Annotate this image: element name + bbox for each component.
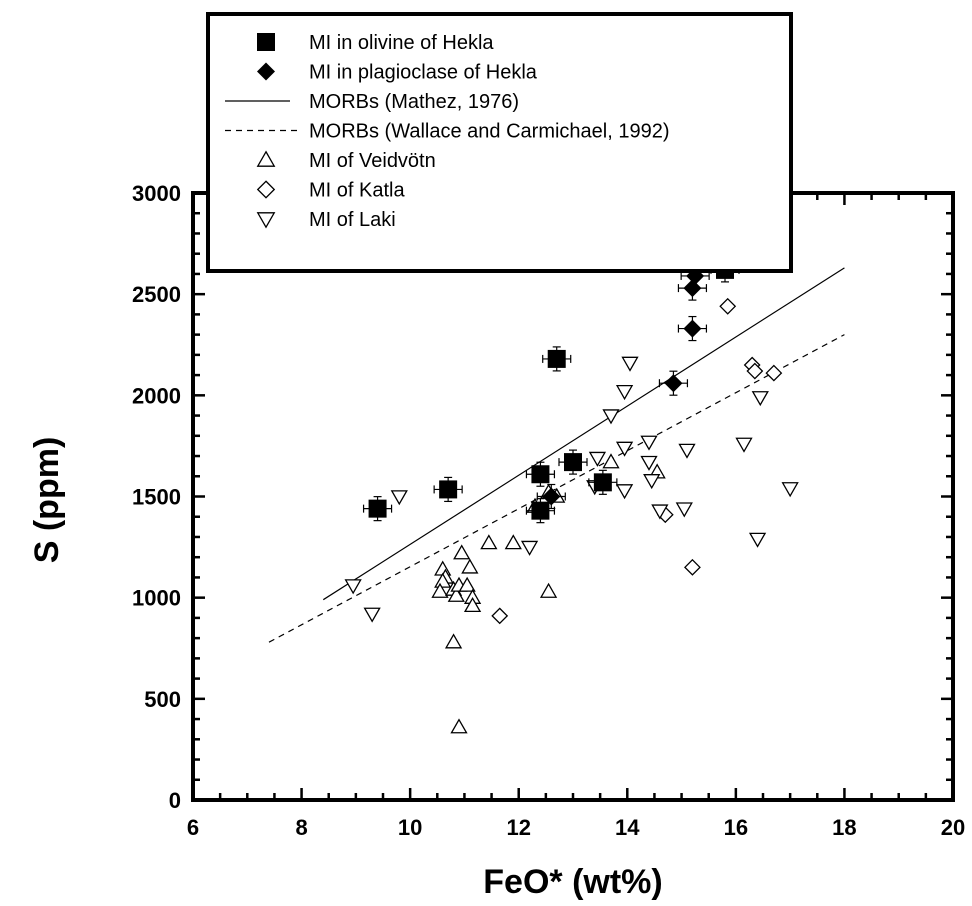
data-point (463, 596, 482, 613)
legend-label: MI of Katla (309, 180, 405, 202)
data-point (434, 572, 452, 588)
legend-entry: MI in plagioclase of Hekla (257, 62, 538, 84)
legend-entry: MI of Laki (256, 209, 396, 231)
x-tick-label: 20 (941, 815, 965, 840)
data-point (765, 364, 783, 382)
data-point (480, 534, 498, 550)
data-point (344, 579, 362, 595)
data-point (439, 480, 458, 499)
legend-label: MI of Veidvötn (309, 150, 436, 172)
data-point (531, 501, 550, 520)
data-point (458, 576, 476, 592)
data-point (593, 473, 612, 492)
data-point (564, 453, 582, 472)
x-tick-label: 16 (724, 815, 748, 840)
y-tick-label: 1500 (132, 485, 181, 510)
y-tick-label: 3000 (132, 181, 181, 206)
data-point (651, 504, 669, 520)
data-point (588, 451, 607, 467)
plot-layer (268, 257, 845, 734)
legend-entry: MORBs (Wallace and Carmichael, 1992) (225, 121, 670, 143)
data-point (640, 435, 658, 451)
x-tick-label: 18 (832, 815, 856, 840)
y-tick-label: 500 (144, 687, 181, 712)
data-point (520, 540, 539, 556)
legend-entry: MI of Veidvötn (256, 150, 436, 172)
data-point (504, 534, 522, 550)
data-point (615, 484, 634, 500)
data-point (675, 502, 693, 518)
legend-marker (257, 33, 275, 51)
data-point (683, 319, 702, 338)
data-point (643, 474, 661, 490)
data-point (664, 374, 683, 393)
data-point (450, 718, 468, 734)
legend-label: MORBs (Wallace and Carmichael, 1992) (309, 121, 670, 143)
x-tick-label: 10 (398, 815, 422, 840)
data-point (547, 349, 566, 368)
x-tick-label: 12 (506, 815, 530, 840)
legend-entry: MI in olivine of Hekla (257, 32, 494, 54)
data-point (678, 443, 696, 459)
legend-box (206, 12, 793, 273)
x-tick-label: 14 (615, 815, 640, 840)
y-tick-label: 2500 (132, 282, 181, 307)
legend-label: MI of Laki (309, 209, 396, 231)
data-point (531, 465, 550, 484)
data-point (735, 437, 753, 453)
data-point (615, 441, 634, 457)
data-point (431, 582, 449, 598)
x-axis-title: FeO* (wt%) (483, 863, 662, 901)
plot-frame (191, 191, 955, 802)
data-point (602, 453, 620, 469)
legend-label: MORBs (Mathez, 1976) (309, 91, 519, 113)
data-point (444, 633, 463, 649)
legend-entry: MI of Katla (256, 180, 405, 202)
data-point (751, 391, 769, 407)
y-axis-title: S (ppm) (28, 437, 66, 564)
legend-marker (256, 180, 276, 199)
legend-label: MI in olivine of Hekla (309, 32, 494, 54)
legend-marker (257, 62, 275, 81)
legend-marker (256, 150, 276, 167)
data-point (602, 409, 620, 425)
data-point (746, 362, 764, 380)
data-point (368, 499, 387, 518)
morb-mathez-line (322, 267, 845, 601)
data-point (781, 482, 799, 498)
legend-entry: MORBs (Mathez, 1976) (225, 91, 519, 113)
data-point (539, 582, 558, 598)
data-point (363, 607, 381, 623)
data-point (491, 607, 509, 625)
y-tick-label: 2000 (132, 383, 181, 408)
x-tick-label: 6 (187, 815, 199, 840)
data-point (640, 455, 658, 471)
data-point (684, 558, 701, 576)
x-tick-label: 8 (295, 815, 307, 840)
data-point (447, 586, 465, 602)
data-point (390, 490, 408, 506)
data-point (719, 297, 737, 315)
legend: MI in olivine of Hekla MI in plagioclase … (206, 12, 793, 273)
y-tick-label: 1000 (132, 586, 181, 611)
data-point (615, 385, 634, 401)
y-tick-label: 0 (169, 788, 181, 813)
data-point (748, 532, 767, 548)
legend-label: MI in plagioclase of Hekla (309, 62, 538, 84)
legend-marker (256, 212, 276, 229)
data-point (461, 558, 479, 574)
data-point (621, 356, 639, 372)
data-point (453, 544, 471, 560)
morb-wallace-line (268, 334, 845, 643)
data-point (542, 487, 561, 506)
